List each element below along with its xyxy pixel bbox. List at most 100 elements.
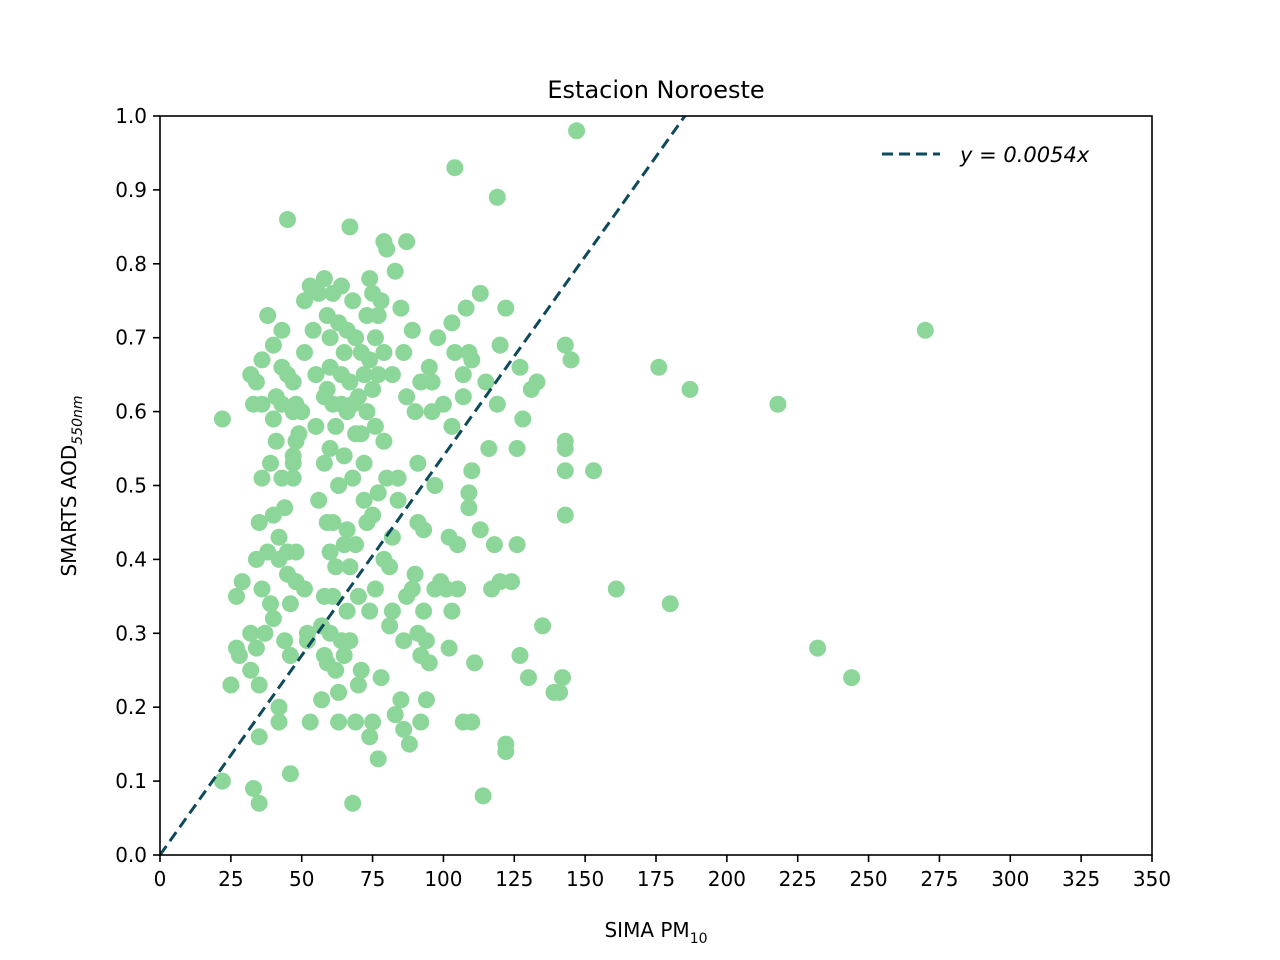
legend-label: y = 0.0054x	[959, 143, 1090, 167]
scatter-point	[262, 595, 279, 613]
scatter-point	[301, 713, 319, 731]
scatter-point	[349, 676, 367, 694]
scatter-point	[477, 373, 495, 391]
scatter-point	[463, 351, 481, 369]
scatter-point	[369, 307, 387, 324]
scatter-point	[347, 329, 365, 347]
scatter-point	[369, 366, 387, 384]
scatter-point	[318, 380, 336, 398]
scatter-point	[412, 713, 430, 731]
scatter-point	[242, 661, 260, 679]
scatter-point	[276, 499, 294, 517]
scatter-point	[463, 462, 481, 480]
scatter-point	[335, 344, 353, 361]
scatter-point	[355, 491, 373, 509]
scatter-point	[270, 713, 288, 731]
scatter-point	[228, 587, 245, 605]
scatter-point	[366, 417, 384, 435]
scatter-point	[290, 425, 308, 443]
scatter-point	[355, 366, 373, 384]
x-tick-label: 200	[708, 867, 746, 891]
scatter-point	[426, 477, 444, 494]
scatter-point	[338, 521, 356, 539]
scatter-point	[491, 336, 509, 354]
scatter-point	[361, 351, 379, 369]
scatter-point	[233, 573, 251, 591]
scatter-point	[259, 307, 277, 324]
scatter-points	[213, 122, 934, 812]
scatter-point	[253, 351, 271, 369]
y-tick-label: 1.0	[115, 104, 147, 128]
scatter-point	[423, 373, 441, 391]
scatter-point	[534, 617, 552, 635]
scatter-point	[341, 632, 359, 650]
scatter-point	[434, 395, 452, 413]
scatter-point	[321, 440, 339, 457]
scatter-point	[281, 595, 299, 613]
scatter-point	[406, 403, 424, 421]
scatter-point	[307, 366, 325, 384]
scatter-point	[488, 188, 506, 206]
scatter-point	[514, 410, 532, 428]
scatter-point	[386, 262, 404, 280]
scatter-point	[528, 373, 546, 391]
scatter-point	[344, 469, 362, 487]
scatter-point	[213, 410, 231, 428]
scatter-point	[273, 321, 291, 339]
scatter-point	[463, 713, 481, 731]
scatter-point	[503, 573, 520, 591]
scatter-point	[270, 528, 288, 546]
x-axis-label-sub: 10	[690, 931, 708, 947]
scatter-point	[381, 558, 399, 576]
scatter-point	[315, 454, 333, 472]
scatter-point	[454, 366, 472, 384]
scatter-point	[369, 750, 387, 768]
scatter-point	[497, 299, 515, 317]
scatter-point	[916, 321, 934, 339]
scatter-point	[460, 484, 478, 502]
scatter-point	[296, 344, 313, 361]
scatter-point	[471, 521, 489, 539]
scatter-point	[551, 683, 569, 701]
scatter-point	[247, 639, 265, 657]
scatter-point	[443, 417, 461, 435]
y-tick-label: 0.8	[115, 252, 147, 276]
scatter-point	[361, 270, 379, 288]
scatter-point	[284, 373, 302, 391]
scatter-point	[607, 580, 625, 598]
x-tick-label: 325	[1062, 867, 1100, 891]
scatter-point	[403, 580, 421, 598]
scatter-point	[398, 388, 416, 406]
scatter-point	[809, 639, 827, 657]
scatter-point	[349, 388, 367, 406]
scatter-point	[347, 536, 365, 554]
y-tick-label: 0.4	[115, 547, 147, 571]
scatter-point	[324, 514, 342, 531]
y-tick-label: 0.6	[115, 400, 147, 424]
y-tick-label: 0.2	[115, 695, 147, 719]
scatter-point	[307, 417, 325, 435]
scatter-point	[304, 321, 322, 339]
x-axis-label-main: SIMA PM	[604, 918, 689, 942]
scatter-point	[332, 277, 350, 295]
scatter-point	[375, 344, 393, 361]
scatter-point	[556, 462, 574, 480]
x-axis-label: SIMA PM10	[604, 918, 707, 947]
scatter-point	[267, 432, 285, 450]
y-axis-label-main: SMARTS AOD	[57, 445, 81, 577]
scatter-point	[347, 713, 365, 731]
scatter-point	[409, 454, 427, 472]
scatter-point	[457, 299, 475, 317]
scatter-point	[253, 469, 271, 487]
scatter-point	[330, 477, 348, 494]
scatter-point	[245, 780, 262, 797]
scatter-point	[520, 669, 537, 687]
scatter-point	[406, 565, 424, 583]
scatter-point	[511, 358, 529, 376]
scatter-point	[508, 536, 526, 554]
scatter-point	[253, 580, 271, 598]
scatter-point	[364, 713, 382, 731]
scatter-point	[250, 728, 268, 746]
scatter-point	[488, 395, 506, 413]
